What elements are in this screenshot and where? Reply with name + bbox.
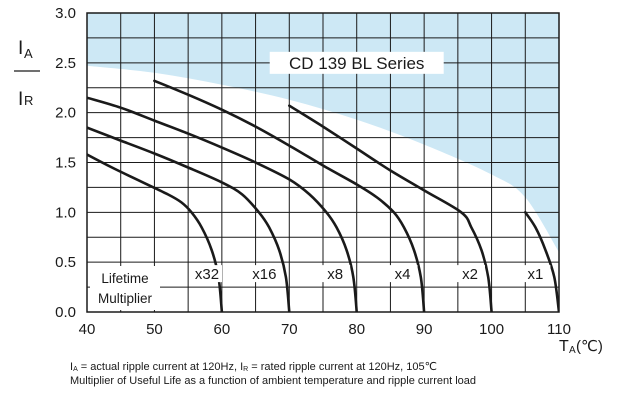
series-title: CD 139 BL Series	[289, 54, 424, 73]
multiplier-curve-x32	[87, 153, 224, 312]
x-tick-label: 80	[348, 321, 365, 338]
caption-i-a-text: = actual ripple current at 120Hz, I	[77, 361, 244, 373]
y-tick-label: 0.0	[55, 304, 76, 321]
multiplier-label-bg	[192, 265, 223, 283]
caption-i-a-subscript: A	[73, 366, 78, 373]
y-tick-label: 1.0	[55, 204, 76, 221]
x-label-sub: A	[569, 345, 576, 356]
lifetime-label: Lifetime	[101, 271, 148, 286]
x-tick-label: 50	[146, 321, 163, 338]
safe-operating-shade	[87, 13, 559, 263]
multiplier-curve-x4	[153, 79, 426, 312]
y-label-i-top: I	[18, 38, 23, 59]
caption-i-r-subscript: R	[243, 366, 249, 373]
multiplier-label: Multiplier	[98, 291, 153, 306]
y-tick-label: 1.5	[55, 155, 76, 172]
x-label-unit: (℃)	[576, 338, 603, 355]
caption-definitions: IA = actual ripple current at 120Hz, IR …	[70, 361, 437, 376]
multiplier-label-bg	[454, 265, 485, 283]
x-tick-label: 90	[416, 321, 433, 338]
y-tick-label: 3.0	[55, 5, 76, 22]
plot-frame	[86, 12, 560, 313]
y-tick-label: 2.5	[55, 55, 76, 72]
caption-i-a-symbol: I	[70, 361, 74, 373]
multiplier-label-x2: x2	[462, 266, 478, 283]
lifetime-multiplier-bg	[90, 266, 160, 310]
multiplier-label-bg	[249, 265, 280, 283]
y-tick-label: 0.5	[55, 254, 76, 271]
multiplier-curve-x16	[87, 126, 291, 312]
multiplier-label-bg	[387, 265, 418, 283]
multiplier-label-x4: x4	[395, 266, 411, 283]
multiplier-curve-x8	[87, 96, 358, 312]
x-tick-label: 40	[79, 321, 96, 338]
series-title-bg	[269, 51, 444, 74]
multiplier-label-x8: x8	[327, 266, 343, 283]
multiplier-label-x1: x1	[527, 266, 543, 283]
x-label-t: T	[559, 338, 569, 355]
x-tick-label: 60	[214, 321, 231, 338]
multiplier-label-x32: x32	[195, 266, 219, 283]
y-label-sub-top: A	[24, 46, 33, 61]
x-tick-label: 70	[281, 321, 298, 338]
multiplier-label-bg	[320, 265, 351, 283]
multiplier-label-bg	[520, 265, 551, 283]
multiplier-curve-x2	[288, 104, 493, 312]
multiplier-label-x16: x16	[252, 266, 276, 283]
caption-i-r-text: = rated ripple current at 120Hz, 105℃	[248, 361, 437, 373]
y-label-i-bottom: I	[18, 89, 23, 110]
x-tick-label: 110	[547, 321, 571, 338]
multiplier-curve-x1	[524, 211, 559, 312]
x-tick-label: 100	[479, 321, 504, 338]
y-tick-label: 2.0	[55, 105, 76, 122]
caption-description: Multiplier of Useful Life as a function …	[70, 375, 476, 387]
y-label-sub-bottom: R	[24, 93, 33, 108]
